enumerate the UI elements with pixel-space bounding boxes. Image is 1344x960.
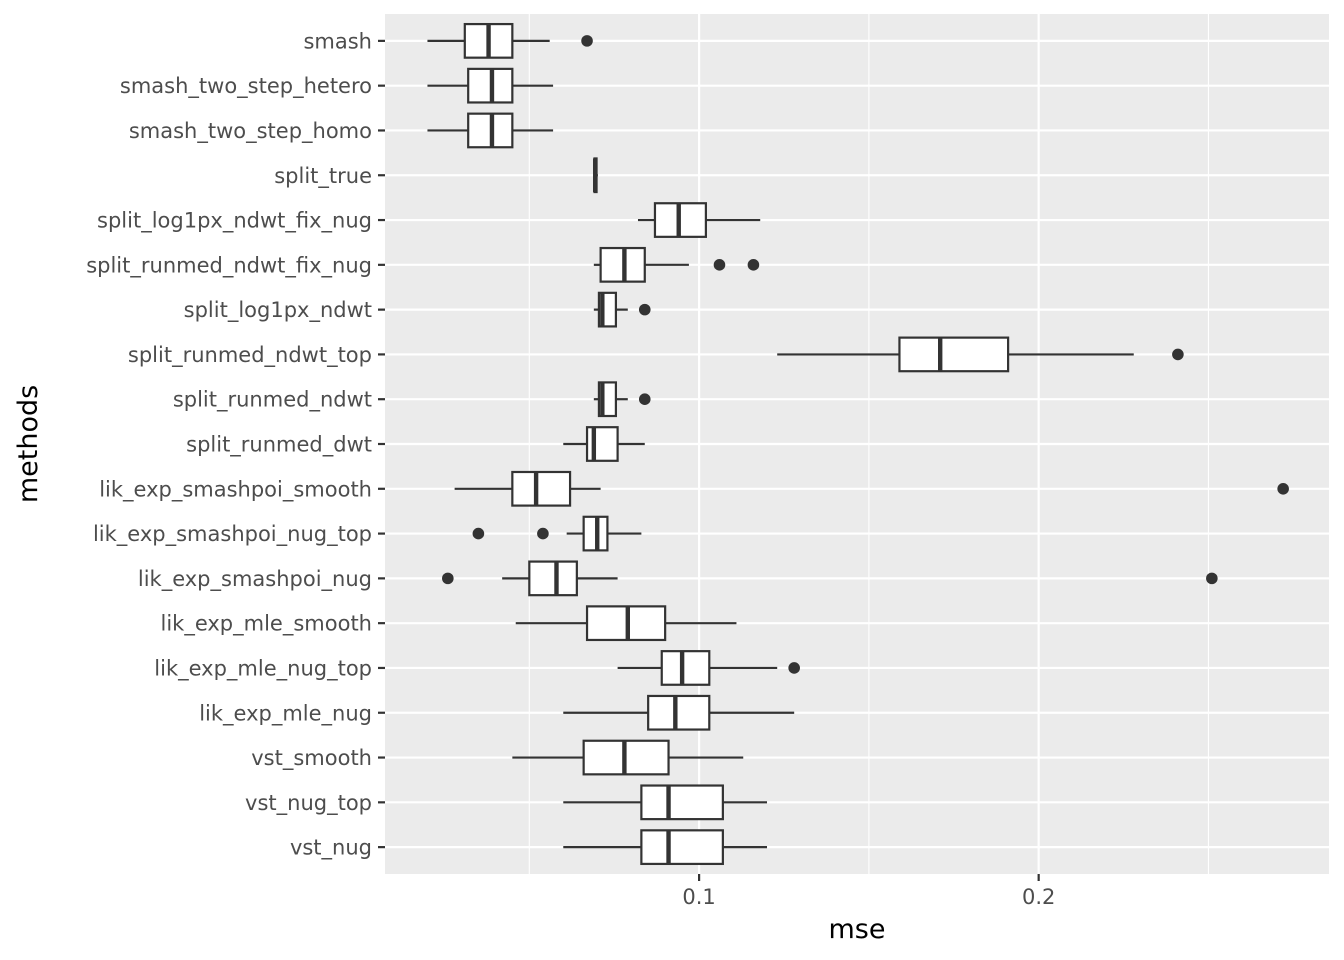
outlier-point	[638, 303, 651, 316]
outlier-point	[747, 259, 760, 271]
box-lik_exp_mle_smooth	[515, 605, 737, 642]
box-lik_exp_smashpoi_nug	[442, 560, 1218, 597]
box-lik_exp_mle_nug_top	[617, 650, 800, 686]
y-tick-label: vst_nug	[290, 836, 372, 861]
y-tick-label: lik_exp_smashpoi_smooth	[99, 477, 372, 502]
y-tick-label: lik_exp_smashpoi_nug	[138, 567, 372, 592]
box-iqr	[660, 650, 711, 686]
y-tick-label: smash_two_step_hetero	[120, 74, 372, 99]
box-lik_exp_mle_nug	[563, 694, 795, 731]
box-iqr	[585, 426, 619, 462]
y-tick-label: vst_nug_top	[245, 791, 372, 816]
box-series	[427, 22, 1289, 866]
outlier-point	[472, 527, 485, 540]
box-iqr	[528, 560, 578, 597]
box-iqr	[647, 694, 711, 731]
y-tick-label: split_true	[274, 164, 372, 189]
box-smash_two_step_homo	[427, 112, 554, 149]
y-tick-label: split_log1px_ndwt_fix_nug	[97, 209, 372, 234]
y-tick-label: lik_exp_mle_nug_top	[154, 656, 372, 681]
y-tick-label: split_runmed_ndwt_top	[128, 343, 372, 368]
box-iqr	[640, 829, 724, 866]
box-split_runmed_ndwt_fix_nug	[593, 246, 760, 283]
box-split_runmed_ndwt_top	[777, 336, 1184, 373]
box-smash_two_step_hetero	[427, 67, 554, 104]
box-split_log1px_ndwt_fix_nug	[637, 202, 761, 238]
box-lik_exp_smashpoi_nug_top	[472, 515, 642, 552]
box-lik_exp_smashpoi_smooth	[454, 470, 1289, 507]
outlier-point	[1206, 572, 1218, 585]
outlier-point	[713, 259, 726, 271]
outlier-point	[638, 393, 651, 406]
box-split_log1px_ndwt	[593, 291, 651, 328]
box-smash	[427, 22, 593, 59]
box-iqr	[640, 784, 724, 821]
x-tick-label: 0.2	[1022, 885, 1055, 909]
y-tick-label: lik_exp_mle_nug	[199, 701, 372, 726]
x-axis: 0.1 0.2	[682, 874, 1055, 909]
box-split_runmed_ndwt	[593, 381, 651, 418]
y-axis: smash smash_two_step_hetero smash_two_step…	[86, 29, 385, 861]
y-tick-label: split_runmed_dwt	[186, 433, 372, 458]
box-split_true	[592, 157, 598, 194]
box-vst_nug_top	[563, 784, 768, 821]
y-tick-label: lik_exp_smashpoi_nug_top	[93, 522, 372, 547]
y-tick-label: smash_two_step_homo	[129, 119, 372, 144]
box-vst_nug	[563, 829, 768, 866]
y-tick-label: lik_exp_mle_smooth	[161, 612, 373, 637]
box-split_runmed_dwt	[563, 426, 645, 462]
outlier-point	[1172, 348, 1184, 361]
outlier-point	[581, 35, 593, 47]
outlier-point	[1277, 482, 1289, 495]
box-vst_smooth	[512, 739, 744, 776]
y-tick-label: split_runmed_ndwt_fix_nug	[86, 253, 372, 278]
y-tick-label: smash	[303, 29, 372, 53]
outlier-point	[442, 572, 454, 585]
x-axis-title: mse	[829, 914, 886, 945]
box-iqr	[898, 336, 1010, 373]
outlier-point	[788, 662, 800, 674]
y-tick-label: split_log1px_ndwt	[184, 298, 372, 323]
y-tick-label: vst_smooth	[251, 746, 372, 771]
y-tick-label: split_runmed_ndwt	[173, 388, 372, 413]
box-iqr	[511, 470, 572, 507]
y-axis-title: methods	[13, 385, 44, 503]
outlier-point	[537, 527, 549, 540]
x-tick-label: 0.1	[682, 885, 715, 909]
